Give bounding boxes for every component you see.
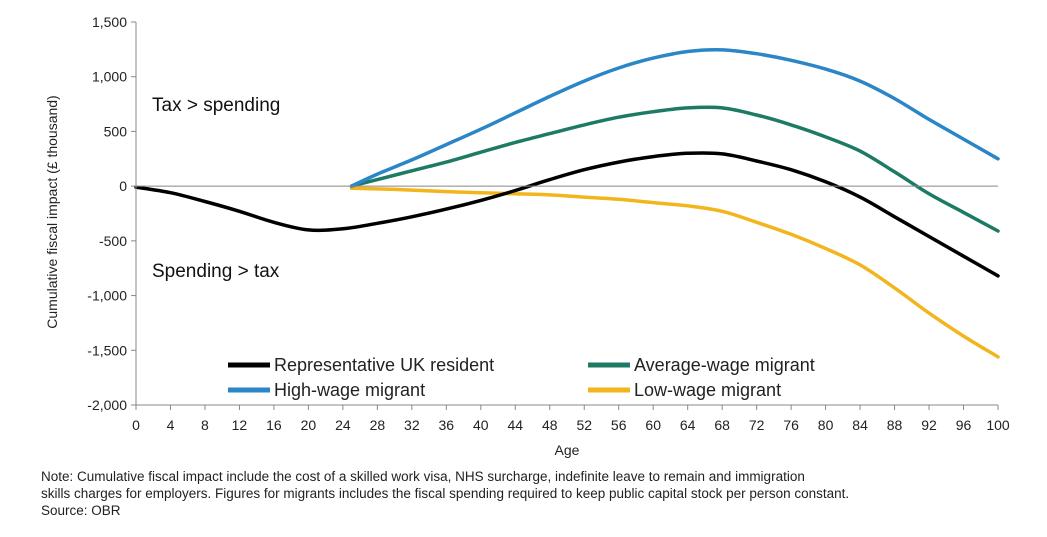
series-line-high-wage bbox=[349, 48, 1000, 188]
legend-label-low-wage: Low-wage migrant bbox=[634, 380, 781, 400]
annotation-tax-gt-spending: Tax > spending bbox=[152, 95, 280, 116]
x-tick-label: 44 bbox=[507, 417, 523, 433]
y-tick-label: 1,000 bbox=[92, 69, 127, 85]
note-line-1: Note: Cumulative fiscal impact include t… bbox=[41, 469, 805, 484]
x-tick-label: 40 bbox=[473, 417, 489, 433]
x-tick-label: 20 bbox=[301, 417, 317, 433]
x-tick-label: 68 bbox=[714, 417, 730, 433]
x-tick-label: 96 bbox=[956, 417, 972, 433]
y-tick-label: -500 bbox=[99, 233, 127, 249]
series-line-average-wage bbox=[349, 105, 1000, 233]
x-tick-label: 52 bbox=[576, 417, 592, 433]
y-axis-ticks: 1,500 1,000 500 0 -500 -1,000 -1,500 -2,000 bbox=[87, 14, 136, 413]
x-tick-label: 48 bbox=[542, 417, 558, 433]
note-line-2: skills charges for employers. Figures fo… bbox=[41, 486, 850, 501]
x-tick-label: 92 bbox=[921, 417, 937, 433]
annotation-spending-gt-tax: Spending > tax bbox=[152, 261, 280, 282]
x-tick-label: 80 bbox=[818, 417, 834, 433]
x-tick-label: 100 bbox=[986, 417, 1010, 433]
y-tick-label: -1,500 bbox=[87, 342, 127, 358]
series-lines bbox=[134, 48, 1000, 359]
x-tick-label: 60 bbox=[645, 417, 661, 433]
x-tick-label: 0 bbox=[132, 417, 140, 433]
legend-label-uk-resident: Representative UK resident bbox=[274, 355, 494, 375]
y-axis-title: Cumulative fiscal impact (£ thousand) bbox=[44, 95, 60, 328]
x-axis-ticks: 0 4 8 12 16 20 24 28 32 36 40 44 48 52 56 60 64 68 72 76 80 8… bbox=[132, 405, 1010, 433]
x-tick-label: 64 bbox=[680, 417, 696, 433]
y-tick-label: 500 bbox=[104, 123, 128, 139]
x-tick-label: 76 bbox=[783, 417, 799, 433]
y-tick-label: 1,500 bbox=[92, 14, 127, 30]
x-tick-label: 84 bbox=[852, 417, 868, 433]
x-tick-label: 24 bbox=[335, 417, 351, 433]
x-tick-label: 72 bbox=[749, 417, 765, 433]
x-tick-label: 36 bbox=[439, 417, 455, 433]
x-axis-title: Age bbox=[555, 442, 580, 458]
y-tick-label: -1,000 bbox=[87, 288, 127, 304]
x-tick-label: 32 bbox=[404, 417, 420, 433]
axes bbox=[135, 22, 998, 406]
legend: Representative UK resident Average-wage … bbox=[228, 355, 815, 400]
legend-label-average-wage: Average-wage migrant bbox=[634, 355, 815, 375]
x-tick-label: 56 bbox=[611, 417, 627, 433]
series-line-uk-resident bbox=[134, 151, 1000, 278]
x-tick-label: 88 bbox=[887, 417, 903, 433]
series-line-low-wage bbox=[349, 186, 1000, 359]
chart-note: Note: Cumulative fiscal impact include t… bbox=[41, 468, 1041, 519]
note-source: Source: OBR bbox=[41, 503, 121, 518]
x-tick-label: 12 bbox=[232, 417, 248, 433]
x-tick-label: 16 bbox=[266, 417, 282, 433]
x-tick-label: 4 bbox=[167, 417, 175, 433]
y-tick-label: 0 bbox=[119, 178, 127, 194]
legend-label-high-wage: High-wage migrant bbox=[274, 380, 425, 400]
x-tick-label: 28 bbox=[370, 417, 386, 433]
y-tick-label: -2,000 bbox=[87, 397, 127, 413]
x-tick-label: 8 bbox=[201, 417, 209, 433]
